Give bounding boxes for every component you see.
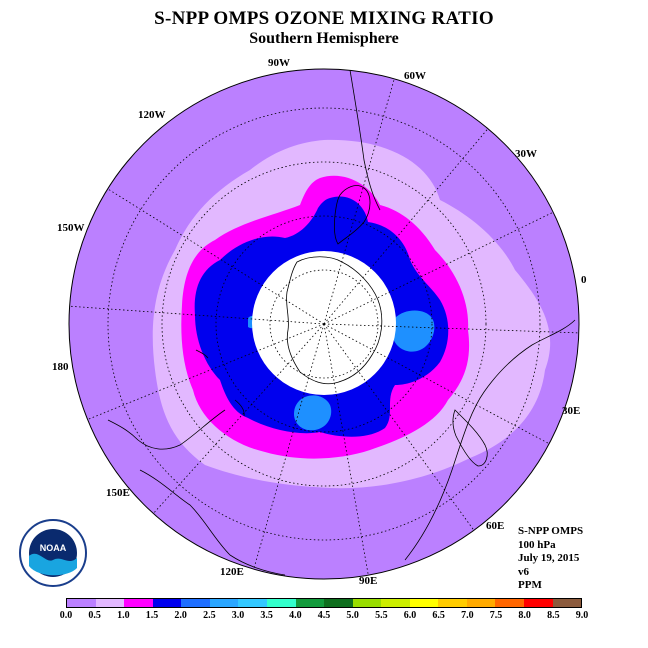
colorbar-tick-label: 0.0 (59, 610, 73, 621)
colorbar-segment (209, 599, 239, 607)
longitude-label: 120W (138, 109, 166, 121)
colorbar-tick-label: 2.5 (203, 610, 216, 621)
colorbar-segment (438, 599, 467, 607)
noaa-logo: NOAA (19, 519, 87, 587)
colorbar-segment (67, 599, 96, 607)
colorbar-tick-label: 1.5 (145, 610, 159, 621)
colorbar-segment (381, 599, 410, 607)
colorbar-tick-label: 5.5 (375, 610, 388, 621)
colorbar-tick-label: 0.5 (88, 610, 101, 621)
colorbar-tick-label: 3.0 (231, 610, 245, 621)
longitude-label: 30W (515, 148, 537, 160)
colorbar-segment (324, 599, 353, 607)
pressure-label: 100 hPa (518, 538, 556, 551)
colorbar-segment (295, 599, 325, 607)
units-label: PPM (518, 579, 542, 591)
instrument-label: S-NPP OMPS (518, 525, 584, 537)
version-label: v6 (518, 565, 529, 578)
longitude-label: 120E (220, 566, 244, 578)
colorbar-ticks: 0.0 0.5 1.0 1.5 2.0 2.5 3.0 3.5 4.0 4.5 5.0 5.5 6.0 6… (0, 610, 648, 624)
colorbar-segment (181, 599, 210, 607)
colorbar-tick-label: 3.5 (260, 610, 273, 621)
ozone-contour-2.0-south (294, 395, 332, 431)
longitude-label: 60E (486, 520, 505, 532)
map-border (68, 68, 580, 580)
graticule (69, 78, 579, 576)
longitude-label: 90E (359, 575, 378, 587)
page-subtitle: Southern Hemisphere (249, 30, 399, 47)
longitude-label: 150W (57, 222, 85, 234)
longitude-label: 90W (268, 57, 290, 69)
colorbar-tick-label: 4.0 (289, 610, 302, 621)
longitude-label: 60W (404, 70, 426, 82)
colorbar-tick-label: 2.0 (174, 610, 187, 621)
colorbar-segment (95, 599, 125, 607)
colorbar-tick-label: 9.0 (575, 610, 589, 621)
ozone-contour-2.0-east (391, 310, 435, 352)
colorbar-tick-label: 6.0 (403, 610, 417, 621)
colorbar-segment (466, 599, 496, 607)
colorbar-tick-label: 8.5 (547, 610, 560, 621)
colorbar-tick-label: 8.0 (518, 610, 531, 621)
colorbar (66, 598, 582, 608)
colorbar-segment (352, 599, 382, 607)
colorbar-tick-label: 1.0 (117, 610, 130, 621)
longitude-label: 150E (106, 487, 130, 499)
longitude-label: 0 (581, 274, 587, 286)
colorbar-segment (266, 599, 296, 607)
colorbar-segment (552, 599, 582, 607)
longitude-label: 30E (562, 405, 581, 417)
longitude-label: 180 (52, 361, 69, 373)
colorbar-tick-label: 5.0 (346, 610, 359, 621)
colorbar-tick-label: 7.5 (489, 610, 503, 621)
colorbar-segment (152, 599, 182, 607)
colorbar-tick-label: 4.5 (317, 610, 331, 621)
noaa-logo-text: NOAA (40, 543, 67, 553)
page-title: S-NPP OMPS OZONE MIXING RATIO (154, 8, 494, 29)
coastlines (107, 69, 576, 576)
colorbar-segment (238, 599, 267, 607)
info-panel: S-NPP OMPS 100 hPa July 19, 2015 v6 PPM (518, 525, 583, 593)
colorbar-tick-label: 6.5 (432, 610, 445, 621)
colorbar-segment (495, 599, 524, 607)
colorbar-segment (124, 599, 153, 607)
colorbar-segment (524, 599, 553, 607)
colorbar-segment (409, 599, 439, 607)
date-label: July 19, 2015 (518, 552, 580, 564)
colorbar-tick-label: 7.0 (461, 610, 474, 621)
